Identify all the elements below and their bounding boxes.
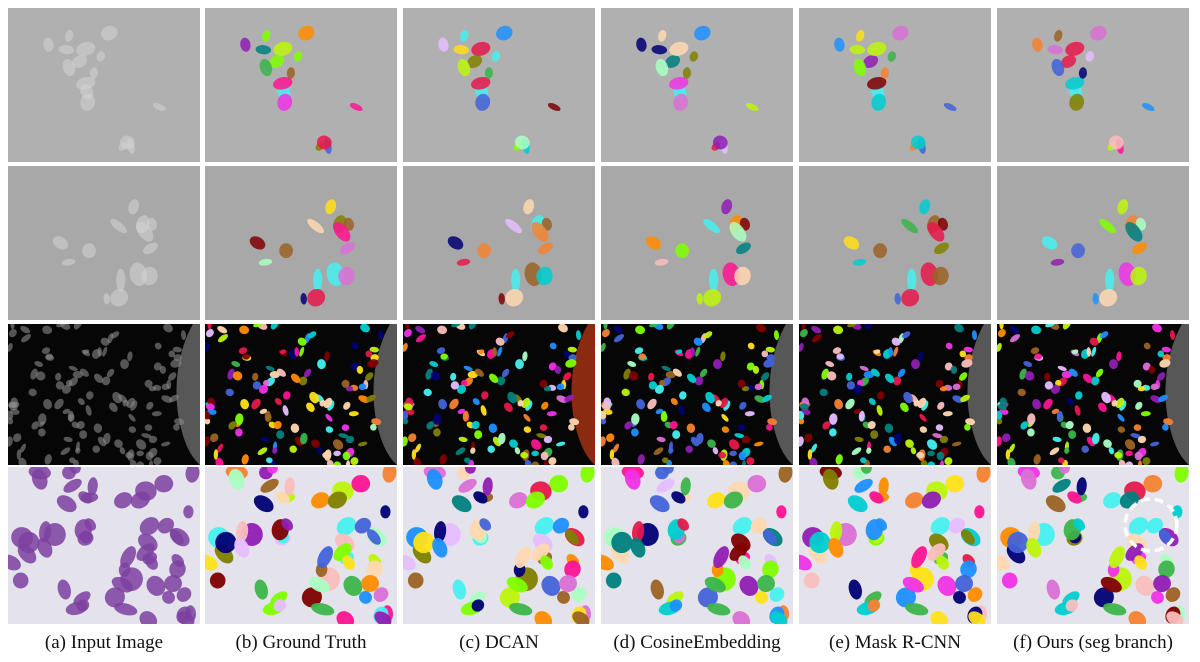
caption-gt: (b) Ground Truth: [205, 630, 397, 656]
cell-mask: [675, 243, 689, 258]
tile-image: [799, 166, 991, 320]
tile-fluorescence-cosine: [601, 324, 793, 465]
cell: [46, 353, 53, 359]
cell-mask: [709, 269, 718, 292]
tile-histology-cosine: [601, 467, 793, 624]
caption-input: (a) Input Image: [8, 630, 200, 656]
cell-mask: [937, 452, 945, 461]
tile-histology-maskrcnn: [799, 467, 991, 624]
tile-image: [601, 467, 793, 624]
tile-image: [205, 467, 397, 624]
tile-image: [997, 8, 1189, 162]
tile-phase-contrast-1-dcan: [403, 8, 595, 162]
cell-mask: [243, 353, 250, 359]
cell: [82, 243, 96, 258]
tile-image: [403, 166, 595, 320]
tile-fluorescence-input: [8, 324, 200, 465]
cell-mask: [578, 505, 588, 518]
tile-image: [8, 467, 200, 624]
tile-phase-contrast-1-gt: [205, 8, 397, 162]
tile-image: [403, 324, 595, 465]
tile-image: [799, 324, 991, 465]
tile-image: [601, 166, 793, 320]
cell-mask: [380, 505, 390, 518]
cell: [183, 505, 193, 518]
tile-phase-contrast-1-cosine: [601, 8, 793, 162]
tile-image: [403, 467, 595, 624]
caption-ours: (f) Ours (seg branch): [997, 630, 1189, 656]
cell: [116, 269, 125, 292]
tile-image: [799, 8, 991, 162]
tile-phase-contrast-1-ours: [997, 8, 1189, 162]
cell-mask: [343, 452, 351, 461]
tile-fluorescence-dcan: [403, 324, 595, 465]
tile-phase-contrast-2-ours: [997, 166, 1189, 320]
tile-phase-contrast-2-input: [8, 166, 200, 320]
cell-mask: [279, 243, 293, 258]
tile-fluorescence-maskrcnn: [799, 324, 991, 465]
cell-mask: [441, 353, 448, 359]
tile-histology-input: [8, 467, 200, 624]
tile-histology-dcan: [403, 467, 595, 624]
cell-mask: [907, 269, 916, 292]
cell-mask: [639, 353, 646, 359]
tile-image: [8, 166, 200, 320]
cell-mask: [873, 243, 887, 258]
tile-image: [997, 324, 1189, 465]
cell-mask: [1135, 452, 1143, 461]
tile-fluorescence-gt: [205, 324, 397, 465]
cell-mask: [1035, 353, 1042, 359]
tile-image: [799, 467, 991, 624]
tile-phase-contrast-1-input: [8, 8, 200, 162]
tile-phase-contrast-2-maskrcnn: [799, 166, 991, 320]
tile-phase-contrast-2-cosine: [601, 166, 793, 320]
tile-image: [997, 166, 1189, 320]
tile-image: [403, 8, 595, 162]
tile-image: [8, 324, 200, 465]
cell-mask: [477, 243, 491, 258]
tile-histology-ours: [997, 467, 1189, 624]
tile-image: [8, 8, 200, 162]
cell-mask: [1071, 243, 1085, 258]
tile-image: [205, 166, 397, 320]
cell-mask: [739, 452, 747, 461]
cell-mask: [837, 353, 844, 359]
cell-mask: [974, 505, 984, 518]
cell-mask: [1105, 269, 1114, 292]
tile-image: [601, 8, 793, 162]
cell-mask: [313, 269, 322, 292]
tile-image: [205, 8, 397, 162]
cell: [146, 452, 154, 461]
tile-image: [205, 324, 397, 465]
tile-phase-contrast-2-dcan: [403, 166, 595, 320]
cell-mask: [511, 269, 520, 292]
tile-phase-contrast-1-maskrcnn: [799, 8, 991, 162]
tile-histology-gt: [205, 467, 397, 624]
tile-image: [601, 324, 793, 465]
tile-fluorescence-ours: [997, 324, 1189, 465]
caption-cosine: (d) CosineEmbedding: [601, 630, 793, 656]
caption-maskrcnn: (e) Mask R-CNN: [799, 630, 991, 656]
tile-image: [997, 467, 1189, 624]
tile-phase-contrast-2-gt: [205, 166, 397, 320]
cell-mask: [541, 452, 549, 461]
cell-mask: [776, 505, 786, 518]
caption-dcan: (c) DCAN: [403, 630, 595, 656]
